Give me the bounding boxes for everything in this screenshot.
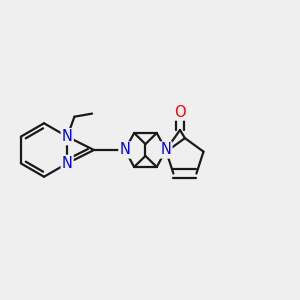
Text: N: N xyxy=(119,142,130,158)
Text: N: N xyxy=(160,142,171,158)
Text: O: O xyxy=(174,104,186,119)
Text: N: N xyxy=(62,129,73,144)
Text: N: N xyxy=(62,156,73,171)
